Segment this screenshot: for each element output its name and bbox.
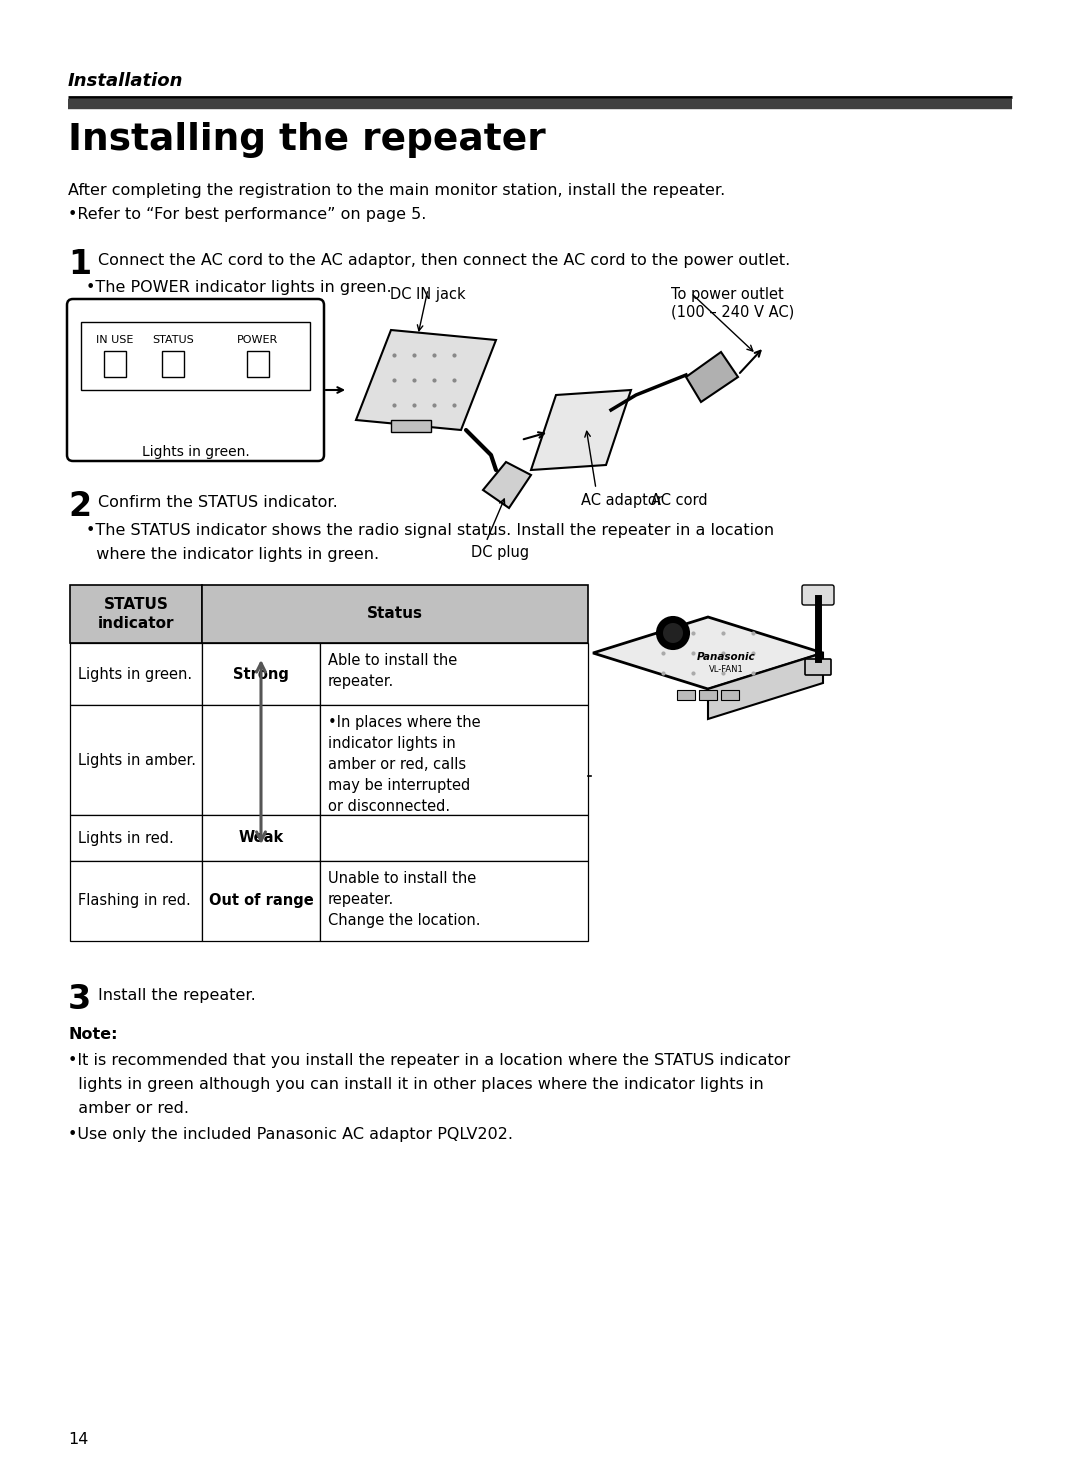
Text: Installation: Installation [68, 72, 184, 89]
Bar [70, 643, 202, 706]
Bar [202, 815, 320, 861]
Text: amber or red.: amber or red. [68, 1101, 189, 1116]
Text: Panasonic: Panasonic [697, 651, 755, 662]
Bar [202, 861, 320, 941]
Bar [699, 690, 717, 700]
Text: DC IN jack: DC IN jack [390, 287, 465, 302]
Text: •The STATUS indicator shows the radio signal status. Install the repeater in a l: •The STATUS indicator shows the radio si… [86, 523, 774, 537]
Circle shape [663, 624, 683, 643]
Bar [391, 420, 431, 432]
Text: •Use only the included Panasonic AC adaptor PQLV202.: •Use only the included Panasonic AC adap… [68, 1127, 513, 1142]
Bar [721, 690, 739, 700]
Bar [202, 706, 320, 815]
Bar [162, 351, 184, 378]
Bar [202, 586, 588, 643]
Text: Unable to install the
repeater.
Change the location.: Unable to install the repeater. Change t… [328, 871, 481, 928]
Text: AC adaptor: AC adaptor [581, 493, 663, 508]
Text: where the indicator lights in green.: where the indicator lights in green. [86, 548, 379, 562]
Text: AC cord: AC cord [651, 493, 707, 508]
Text: Able to install the
repeater.: Able to install the repeater. [328, 653, 457, 690]
Text: •The POWER indicator lights in green.: •The POWER indicator lights in green. [86, 280, 392, 296]
Text: To power outlet
(100 – 240 V AC): To power outlet (100 – 240 V AC) [671, 287, 794, 319]
Text: Strong: Strong [233, 666, 289, 682]
Text: After completing the registration to the main monitor station, install the repea: After completing the registration to the… [68, 183, 726, 198]
Bar [320, 643, 588, 706]
Text: DC plug: DC plug [471, 545, 529, 561]
Polygon shape [483, 463, 531, 508]
Polygon shape [356, 329, 496, 430]
Text: Connect the AC cord to the AC adaptor, then connect the AC cord to the power out: Connect the AC cord to the AC adaptor, t… [98, 253, 791, 268]
Bar [70, 706, 202, 815]
Text: STATUS
indicator: STATUS indicator [98, 597, 174, 631]
Text: Lights in amber.: Lights in amber. [78, 752, 195, 767]
Text: Confirm the STATUS indicator.: Confirm the STATUS indicator. [98, 495, 338, 509]
Text: 2: 2 [68, 490, 91, 523]
Text: 1: 1 [68, 247, 91, 281]
Text: POWER: POWER [238, 335, 279, 346]
Text: •In places where the
indicator lights in
amber or red, calls
may be interrupted
: •In places where the indicator lights in… [328, 714, 481, 814]
Bar [320, 706, 588, 815]
Text: Install the repeater.: Install the repeater. [98, 988, 256, 1003]
Bar [320, 861, 588, 941]
Text: 3: 3 [68, 982, 91, 1016]
Text: Weak: Weak [239, 830, 284, 846]
Text: •Refer to “For best performance” on page 5.: •Refer to “For best performance” on page… [68, 206, 427, 223]
Text: Installing the repeater: Installing the repeater [68, 122, 545, 158]
Bar [247, 351, 269, 378]
Text: Lights in red.: Lights in red. [78, 830, 174, 846]
Text: IN USE: IN USE [96, 335, 134, 346]
Text: Lights in green.: Lights in green. [141, 445, 249, 460]
FancyBboxPatch shape [802, 586, 834, 605]
Text: Note:: Note: [68, 1028, 118, 1042]
Circle shape [657, 616, 689, 649]
Polygon shape [686, 351, 738, 403]
Text: 14: 14 [68, 1432, 89, 1446]
Bar [202, 643, 320, 706]
Polygon shape [708, 653, 823, 719]
Text: Out of range: Out of range [208, 893, 313, 909]
Text: Lights in green.: Lights in green. [78, 666, 192, 682]
FancyBboxPatch shape [67, 299, 324, 461]
Bar [70, 861, 202, 941]
FancyBboxPatch shape [805, 659, 831, 675]
Bar [81, 322, 310, 389]
Bar [104, 351, 126, 378]
Polygon shape [531, 389, 631, 470]
Bar [70, 586, 202, 643]
Text: •It is recommended that you install the repeater in a location where the STATUS : •It is recommended that you install the … [68, 1053, 791, 1069]
Text: Flashing in red.: Flashing in red. [78, 893, 191, 909]
Text: VL-FAN1: VL-FAN1 [708, 665, 743, 673]
Text: STATUS: STATUS [152, 335, 194, 346]
Text: lights in green although you can install it in other places where the indicator : lights in green although you can install… [68, 1078, 764, 1092]
Polygon shape [593, 616, 823, 690]
Bar [70, 815, 202, 861]
Bar [320, 815, 588, 861]
Text: Status: Status [367, 606, 423, 622]
Bar [677, 690, 696, 700]
